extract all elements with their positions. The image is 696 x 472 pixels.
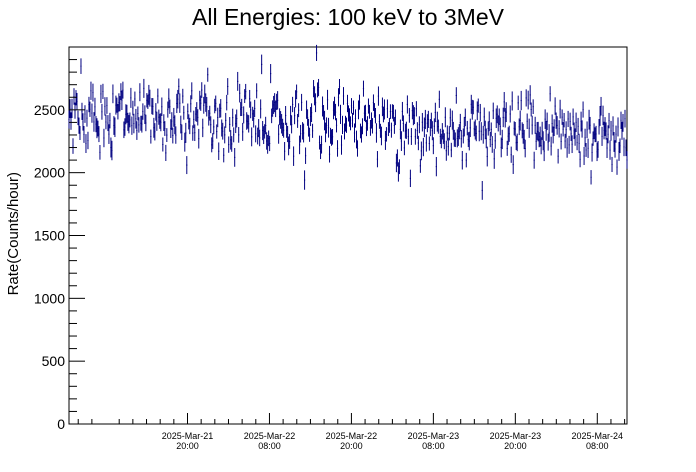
x-tick-time: 20:00 <box>504 441 527 451</box>
y-tick-label: 500 <box>42 353 66 369</box>
y-tick-label: 0 <box>57 416 65 432</box>
x-tick-date: 2025-Mar-24 <box>572 431 624 441</box>
x-tick-time: 20:00 <box>176 441 199 451</box>
y-tick-label: 1000 <box>34 290 65 306</box>
x-tick-date: 2025-Mar-22 <box>244 431 296 441</box>
chart-title: All Energies: 100 keV to 3MeV <box>192 4 505 30</box>
x-tick-time: 08:00 <box>258 441 281 451</box>
axes-layer: 050010001500200025002025-Mar-2120:002025… <box>34 59 626 451</box>
x-tick-time: 08:00 <box>586 441 609 451</box>
x-tick-date: 2025-Mar-22 <box>326 431 378 441</box>
x-tick-date: 2025-Mar-23 <box>408 431 460 441</box>
x-tick-time: 20:00 <box>340 441 363 451</box>
y-tick-label: 2000 <box>34 165 65 181</box>
data-layer <box>68 44 628 200</box>
x-tick-time: 08:00 <box>422 441 445 451</box>
y-tick-label: 2500 <box>34 102 65 118</box>
x-tick-date: 2025-Mar-21 <box>162 431 214 441</box>
x-tick-date: 2025-Mar-23 <box>490 431 542 441</box>
y-axis-title: Rate(Counts/hour) <box>5 172 22 295</box>
y-tick-label: 1500 <box>34 228 65 244</box>
